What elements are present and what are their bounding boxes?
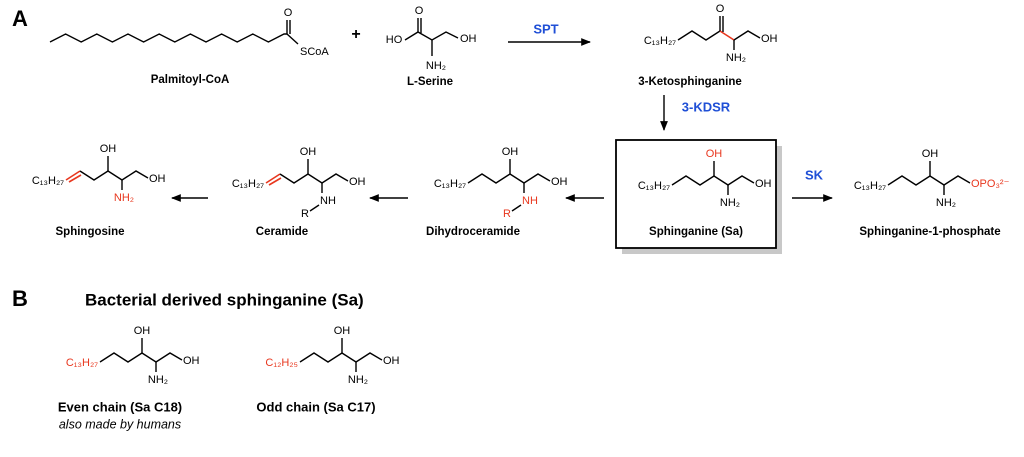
- highlight-box: [615, 139, 777, 249]
- compound-name: Ceramide: [256, 226, 308, 238]
- enzyme-label: SK: [805, 167, 824, 182]
- bond: [523, 173, 551, 184]
- bond: [719, 30, 735, 41]
- bond: [79, 170, 109, 181]
- atom-label: NH₂: [726, 52, 746, 64]
- atom-label: O: [716, 3, 725, 15]
- compound-name: Sphinganine-1-phosphate: [859, 226, 1000, 238]
- atom-label: NH₂: [148, 374, 168, 386]
- atom-label: OH: [502, 146, 519, 158]
- bond: [107, 170, 123, 181]
- atom-label: C₁₃H₂₇: [854, 180, 886, 192]
- atom-label: OH: [349, 176, 366, 188]
- atom-label: OH: [383, 355, 400, 367]
- bond: [99, 352, 143, 363]
- bond: [286, 33, 299, 45]
- atom-label: NH₂: [114, 192, 134, 204]
- bond: [887, 175, 931, 186]
- bond: [509, 173, 525, 184]
- plus-sign: +: [351, 26, 360, 43]
- bond: [321, 173, 349, 184]
- bond: [65, 170, 81, 181]
- bond: [671, 175, 715, 186]
- atom-label: C₁₃H₂₇: [32, 175, 64, 187]
- bond: [929, 175, 945, 186]
- bond: [268, 177, 282, 186]
- compound-note: also made by humans: [59, 417, 181, 431]
- atom-label: O: [284, 7, 293, 19]
- bond: [713, 175, 729, 186]
- atom-label: C₁₃H₂₇: [434, 178, 466, 190]
- bond: [727, 175, 755, 186]
- atom-label: C₁₃H₂₇: [232, 178, 264, 190]
- atom-label: NH₂: [426, 60, 446, 72]
- bond: [49, 33, 287, 43]
- bond: [341, 352, 357, 363]
- compound-name: Odd chain (Sa C17): [256, 399, 375, 414]
- panel-title: Bacterial derived sphinganine (Sa): [85, 290, 364, 309]
- atom-label: OH: [755, 178, 772, 190]
- bond: [141, 352, 157, 363]
- atom-label: OH: [149, 173, 166, 185]
- atom-label: OH: [706, 148, 723, 160]
- bond: [733, 30, 761, 41]
- compound-name: Sphingosine: [56, 226, 125, 238]
- bond: [309, 204, 320, 212]
- bond: [404, 31, 459, 41]
- atom-label: C₁₃H₂₇: [66, 357, 98, 369]
- atom-label: OH: [334, 325, 351, 337]
- atom-label: OH: [134, 325, 151, 337]
- compound-name: Even chain (Sa C18): [58, 399, 182, 414]
- bond: [511, 204, 522, 212]
- atom-label: C₁₃H₂₇: [644, 35, 676, 47]
- enzyme-label: SPT: [533, 21, 558, 36]
- atom-label: OH: [761, 33, 778, 45]
- bond: [943, 175, 971, 186]
- compound-name: L-Serine: [407, 76, 453, 88]
- atom-label: NH₂: [720, 197, 740, 209]
- atom-label: C₁₃H₂₇: [638, 180, 670, 192]
- atom-label: NH: [522, 195, 538, 207]
- atom-label: HO: [386, 34, 403, 46]
- compound-name: 3-Ketosphinganine: [638, 76, 742, 88]
- compound-name: Dihydroceramide: [426, 226, 520, 238]
- atom-label: SCoA: [300, 46, 329, 58]
- atom-label: OH: [922, 148, 939, 160]
- atom-label: OH: [460, 33, 477, 45]
- bond: [121, 170, 149, 181]
- bond: [279, 173, 309, 184]
- bond: [677, 30, 721, 41]
- panel-label: B: [12, 286, 28, 311]
- compound-name: Sphinganine (Sa): [649, 226, 743, 238]
- bond: [155, 352, 183, 363]
- atom-label: NH₂: [348, 374, 368, 386]
- atom-label: OPO₃²⁻: [971, 178, 1010, 190]
- bond: [355, 352, 383, 363]
- bond: [68, 174, 82, 183]
- atom-label: NH: [320, 195, 336, 207]
- atom-label: R: [503, 208, 511, 220]
- atom-label: O: [415, 5, 424, 17]
- atom-label: OH: [100, 143, 117, 155]
- atom-label: OH: [300, 146, 317, 158]
- atom-label: R: [301, 208, 309, 220]
- bond: [299, 352, 343, 363]
- atom-label: OH: [551, 176, 568, 188]
- atom-label: NH₂: [936, 197, 956, 209]
- atom-label: OH: [183, 355, 200, 367]
- bond: [467, 173, 511, 184]
- compound-name: Palmitoyl-CoA: [151, 74, 230, 86]
- atom-label: C₁₂H₂₅: [265, 357, 298, 369]
- bond: [265, 173, 281, 184]
- panel-label: A: [12, 6, 28, 31]
- bond: [307, 173, 323, 184]
- enzyme-label: 3-KDSR: [682, 99, 731, 114]
